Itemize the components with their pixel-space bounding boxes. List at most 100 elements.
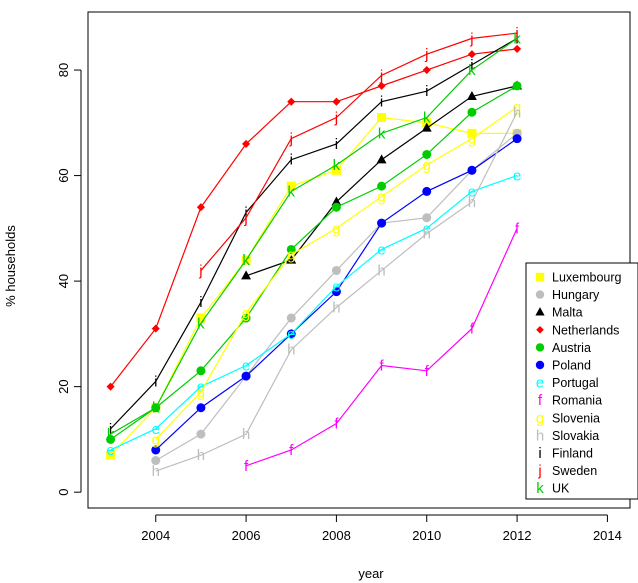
data-point-netherlands xyxy=(242,139,251,148)
data-point-malta xyxy=(331,196,342,206)
data-point-slovakia: h xyxy=(332,299,340,316)
data-point-uk: k xyxy=(197,315,205,332)
series-line-slovenia xyxy=(155,106,518,440)
y-axis-label: % households xyxy=(3,225,18,307)
data-point-sweden: j xyxy=(289,131,293,148)
data-point-uk: k xyxy=(288,183,296,200)
data-point-romania: f xyxy=(515,220,520,237)
legend-marker-finland: i xyxy=(538,445,541,462)
series-line-netherlands xyxy=(110,48,518,388)
y-tick-label: 40 xyxy=(56,274,71,288)
data-point-romania: f xyxy=(334,416,339,433)
data-point-slovenia: g xyxy=(468,131,476,148)
data-point-uk: k xyxy=(378,125,386,142)
legend-label-romania: Romania xyxy=(552,394,602,408)
data-point-luxembourg xyxy=(106,450,116,460)
data-point-portugal: e xyxy=(468,183,476,200)
series-sweden: j j j j j j j j xyxy=(198,25,519,279)
data-point-slovakia: h xyxy=(197,447,205,464)
data-point-hungary xyxy=(196,429,206,439)
data-point-uk: k xyxy=(333,157,341,174)
x-tick-label: 2008 xyxy=(322,528,351,543)
data-point-netherlands xyxy=(422,65,431,75)
series-luxembourg xyxy=(106,113,522,460)
data-point-slovakia: h xyxy=(423,226,431,243)
y-tick-label: 0 xyxy=(56,489,71,496)
data-point-slovakia: h xyxy=(377,263,385,280)
data-point-poland xyxy=(467,165,477,175)
data-point-hungary xyxy=(331,266,341,276)
legend-box xyxy=(525,262,638,500)
legend-label-netherlands: Netherlands xyxy=(552,323,619,337)
legend-marker-austria xyxy=(535,343,545,352)
series-slovakia: h h h h h h h h h xyxy=(152,104,522,480)
data-point-slovenia: g xyxy=(287,247,295,264)
data-point-slovakia: h xyxy=(513,104,521,121)
data-point-austria xyxy=(286,244,296,254)
y-tick-label: 20 xyxy=(56,379,71,393)
data-point-austria xyxy=(512,81,522,91)
data-point-slovakia: h xyxy=(242,426,250,443)
data-point-sweden: j xyxy=(379,67,383,84)
legend-label-sweden: Sweden xyxy=(552,464,597,478)
x-tick-label: 2010 xyxy=(412,528,441,543)
data-point-finland: i xyxy=(109,421,112,438)
data-point-slovenia: g xyxy=(513,99,521,116)
data-point-slovenia: g xyxy=(197,384,205,401)
data-point-portugal: e xyxy=(106,442,114,459)
data-point-portugal: e xyxy=(513,168,521,185)
series-line-austria xyxy=(110,85,518,440)
data-point-finland: i xyxy=(199,294,202,311)
data-point-austria xyxy=(196,366,206,376)
legend-marker-netherlands xyxy=(536,326,544,334)
data-point-romania: f xyxy=(470,321,475,338)
x-axis-label: year xyxy=(358,566,384,581)
axes: 2004 2006 2008 2010 2012 2014 0 20 40 60 80 xyxy=(56,63,622,543)
legend-label-slovenia: Slovenia xyxy=(552,411,600,425)
data-point-malta xyxy=(376,154,387,164)
data-point-luxembourg xyxy=(286,181,296,191)
series-malta xyxy=(241,80,523,280)
data-point-slovenia: g xyxy=(377,189,385,206)
data-point-austria xyxy=(331,202,341,212)
series-line-romania xyxy=(245,228,518,467)
data-point-uk: k xyxy=(152,400,160,417)
data-point-poland xyxy=(512,134,522,144)
data-point-uk: k xyxy=(242,252,250,269)
data-point-luxembourg xyxy=(467,128,477,138)
data-point-hungary xyxy=(151,456,161,466)
data-point-netherlands xyxy=(287,97,296,106)
data-point-slovakia: h xyxy=(287,342,295,359)
plot-frame xyxy=(87,11,631,509)
series-slovenia: g g g g g g g g g xyxy=(152,99,522,448)
legend-marker-sweden: j xyxy=(537,463,541,480)
data-point-finland: i xyxy=(290,152,293,169)
x-tick-label: 2012 xyxy=(503,528,532,543)
data-point-sweden: j xyxy=(243,210,247,227)
data-point-romania: f xyxy=(425,363,430,380)
data-point-finland: i xyxy=(425,83,428,100)
data-point-romania: f xyxy=(289,442,294,459)
legend-label-malta: Malta xyxy=(552,306,583,320)
data-point-austria xyxy=(377,181,387,191)
legend-marker-malta xyxy=(535,307,545,316)
series-austria xyxy=(106,81,522,444)
legend-marker-luxembourg xyxy=(535,272,545,282)
data-point-malta xyxy=(466,91,477,101)
series-romania: f f f f f f f xyxy=(244,220,520,474)
data-point-austria xyxy=(106,434,116,444)
data-point-slovenia: g xyxy=(423,157,431,174)
data-point-slovenia: g xyxy=(332,220,340,237)
data-point-malta xyxy=(286,254,297,264)
legend-label-poland: Poland xyxy=(552,359,591,373)
legend-marker-uk: k xyxy=(536,480,544,497)
data-point-slovakia: h xyxy=(468,194,476,211)
data-point-poland xyxy=(151,445,161,455)
data-point-portugal: e xyxy=(287,326,295,343)
data-point-netherlands xyxy=(106,382,115,391)
data-point-romania: f xyxy=(244,458,249,475)
data-point-netherlands xyxy=(513,44,522,53)
x-tick-label: 2006 xyxy=(232,528,261,543)
